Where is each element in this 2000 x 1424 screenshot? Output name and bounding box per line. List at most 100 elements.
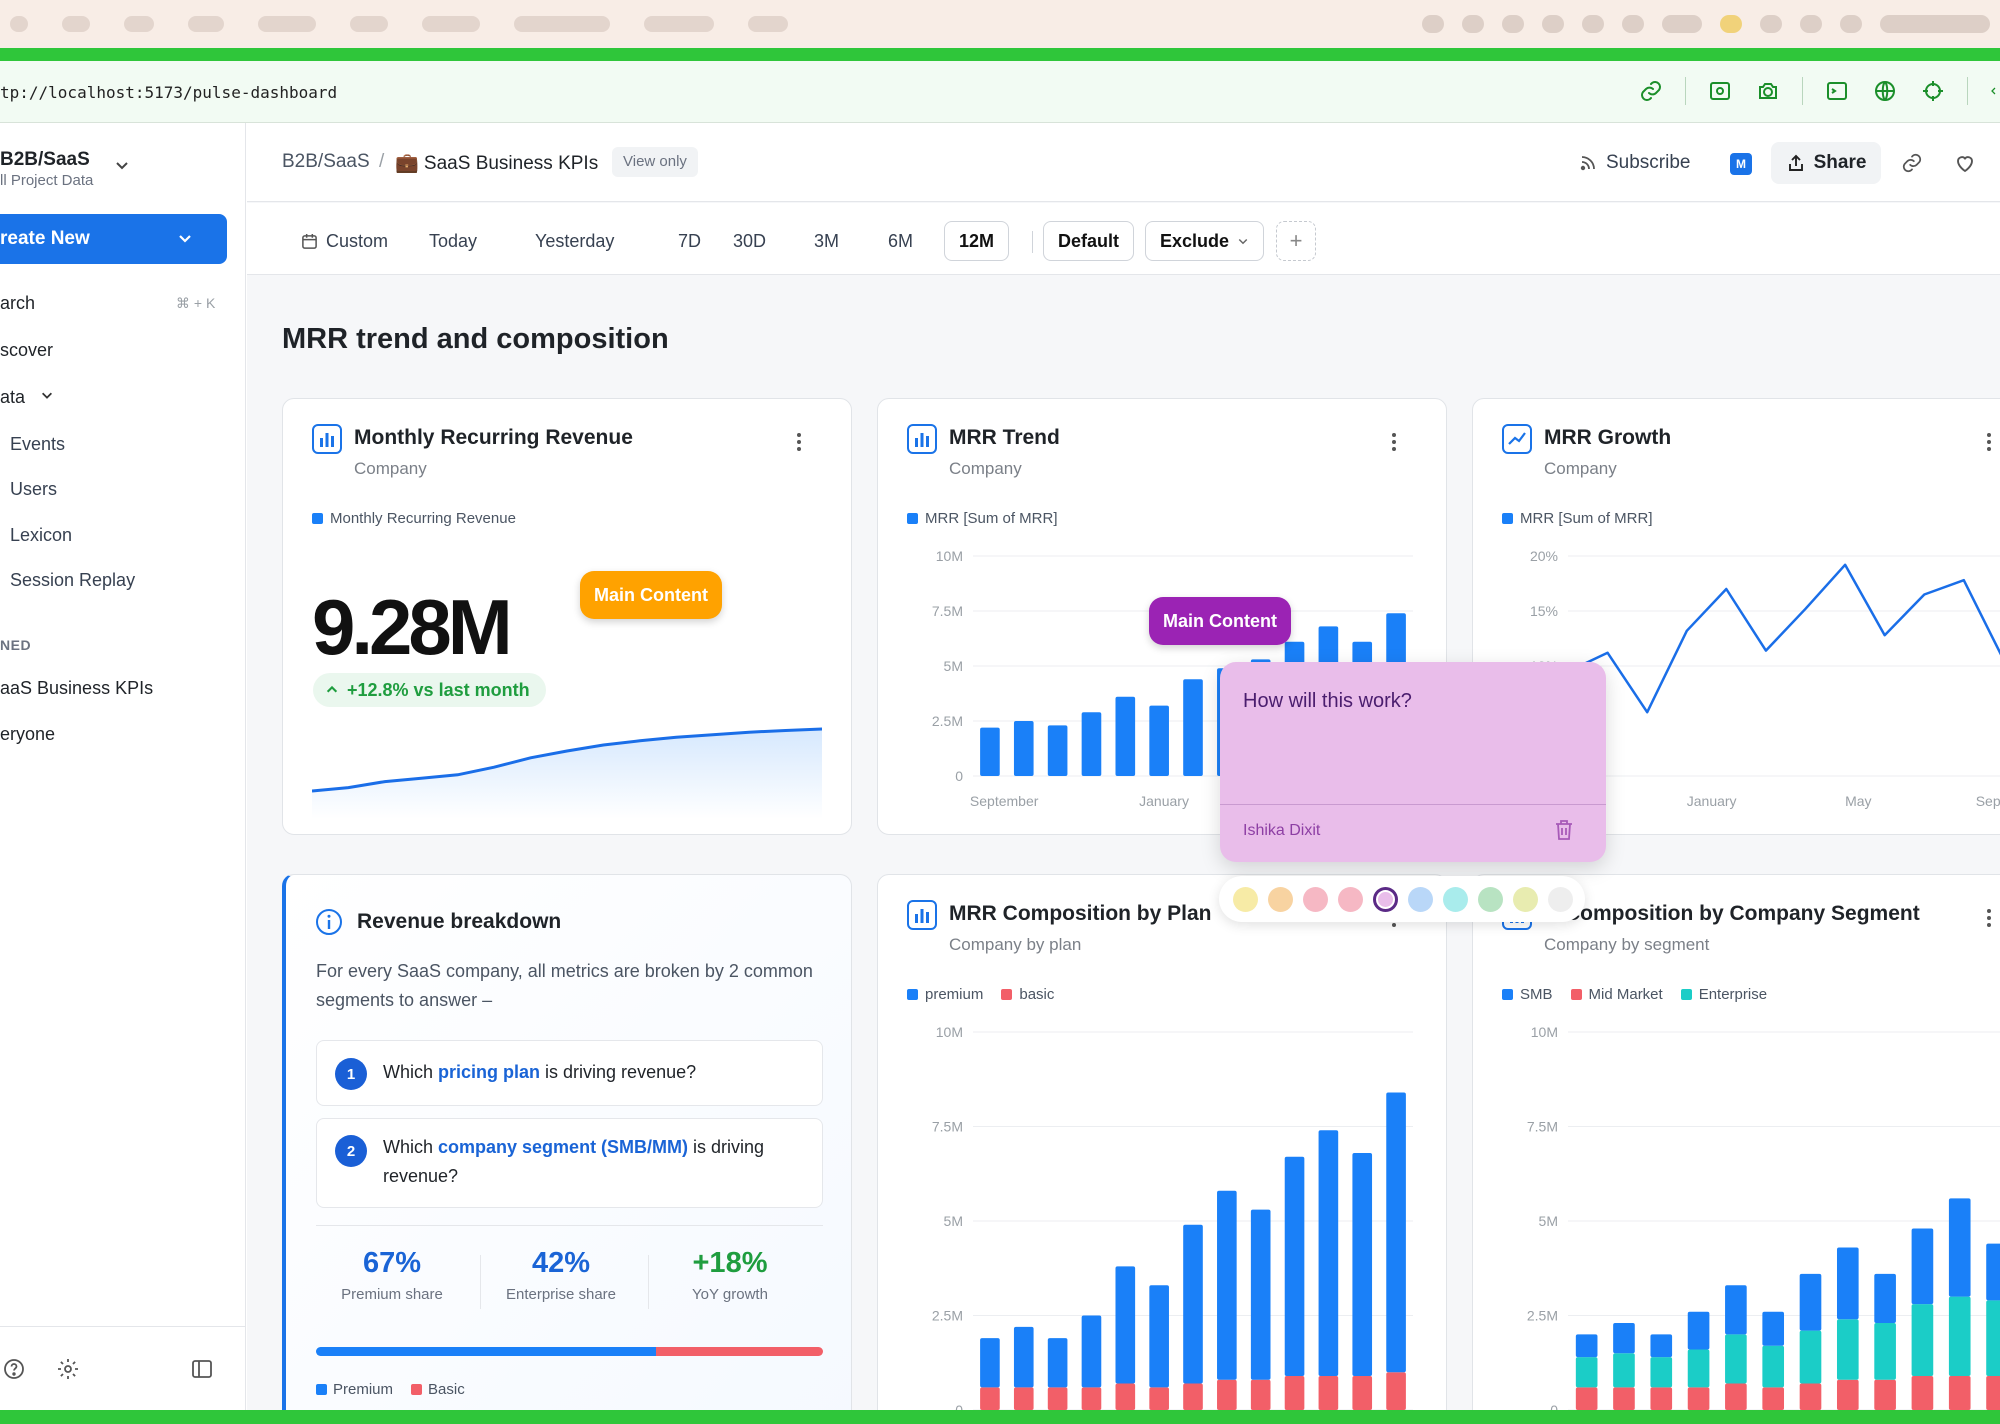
chevron-down-icon[interactable]	[114, 157, 130, 178]
sidebar-item-events[interactable]: Events	[10, 434, 66, 454]
color-swatch[interactable]	[1478, 886, 1503, 912]
filter-3m[interactable]: 3M	[814, 230, 840, 251]
sidebar-item-users[interactable]: Users	[10, 479, 58, 499]
m-badge[interactable]: M	[1730, 153, 1752, 175]
y-tick-label: 15%	[1530, 603, 1558, 619]
y-tick-label: 0	[955, 1402, 963, 1410]
bar	[1081, 1387, 1102, 1410]
y-tick-label: 5M	[944, 1213, 963, 1229]
crosshair-icon[interactable]	[1919, 77, 1947, 105]
sidebar-toggle-icon[interactable]	[190, 1357, 214, 1381]
share-label: Share	[1813, 152, 1867, 173]
filter-yesterday[interactable]: Yesterday	[535, 230, 615, 251]
subscribe-button[interactable]: Subscribe	[1578, 142, 1691, 184]
bar	[1149, 705, 1169, 776]
share-icon	[1788, 154, 1803, 171]
y-tick-label: 2.5M	[932, 1308, 963, 1324]
legend-premium: Premium	[333, 1381, 394, 1398]
filter-30d[interactable]: 30D	[733, 230, 767, 251]
create-new-button[interactable]: reate New	[0, 214, 227, 264]
create-new-label: reate New	[0, 228, 90, 249]
sidebar-item-data[interactable]: ata	[0, 387, 54, 408]
bar	[1575, 1334, 1598, 1358]
question-1-text: Which pricing plan is driving revenue?	[383, 1062, 697, 1082]
bar	[1986, 1375, 2000, 1410]
sidebar-item-search[interactable]: arch	[0, 293, 36, 313]
help-icon[interactable]	[2, 1357, 26, 1381]
toolbar-icons	[1637, 77, 2000, 105]
filter-custom-label: Custom	[326, 230, 389, 251]
back-icon[interactable]	[1988, 77, 2000, 105]
filter-7d[interactable]: 7D	[678, 230, 702, 251]
bar	[1217, 1379, 1237, 1410]
globe-icon[interactable]	[1871, 77, 1899, 105]
filter-today[interactable]: Today	[429, 230, 478, 251]
trash-icon[interactable]	[1553, 818, 1575, 842]
legend-smb: SMB	[1520, 986, 1553, 1003]
growth-line	[1567, 563, 2000, 714]
chevron-down-icon	[1238, 238, 1248, 245]
info-title: Revenue breakdown	[357, 910, 562, 933]
card-legend: MRR [Sum of MRR]	[907, 510, 1058, 527]
breadcrumb-page[interactable]: 💼 SaaS Business KPIs	[395, 153, 599, 174]
y-tick-label: 2.5M	[1527, 1308, 1558, 1324]
os-menubar	[0, 0, 2000, 48]
sparkline	[312, 727, 822, 819]
sidebar-item-saas-kpis[interactable]: aaS Business KPIs	[0, 678, 154, 698]
filter-exclude[interactable]: Exclude	[1145, 221, 1265, 261]
sidebar-item-session-replay[interactable]: Session Replay	[10, 570, 136, 590]
bar	[1013, 721, 1034, 776]
sidebar-item-lexicon[interactable]: Lexicon	[10, 525, 73, 545]
bar	[1650, 1357, 1673, 1388]
sidebar-item-everyone[interactable]: eryone	[0, 724, 56, 744]
bar	[1687, 1349, 1710, 1388]
terminal-icon[interactable]	[1823, 77, 1851, 105]
filter-custom[interactable]: Custom	[287, 221, 402, 261]
color-swatch[interactable]	[1513, 886, 1538, 912]
color-swatch[interactable]	[1548, 886, 1573, 912]
share-button[interactable]: Share	[1771, 142, 1881, 184]
bar	[1874, 1273, 1896, 1324]
address-bar[interactable]: tp://localhost:5173/pulse-dashboard	[0, 61, 2000, 123]
filter-12m[interactable]: 12M	[944, 221, 1010, 261]
card-legend: MRR [Sum of MRR]	[1502, 510, 1653, 527]
color-swatch[interactable]	[1303, 886, 1328, 912]
url-text[interactable]: tp://localhost:5173/pulse-dashboard	[0, 83, 338, 102]
annotation-tag-main-content[interactable]: Main Content	[580, 571, 722, 619]
bar	[1911, 1304, 1934, 1376]
bar	[1799, 1383, 1822, 1410]
comment-text[interactable]: How will this work?	[1243, 690, 1412, 712]
annotation-tag-main-content[interactable]: Main Content	[1149, 597, 1291, 645]
copy-link-icon[interactable]	[1897, 142, 1927, 184]
filter-default[interactable]: Default	[1043, 221, 1135, 261]
more-vertical-icon[interactable]	[795, 431, 803, 453]
link-icon[interactable]	[1637, 77, 1665, 105]
project-title[interactable]: B2B/SaaS	[0, 149, 90, 170]
color-swatch[interactable]	[1233, 886, 1258, 912]
color-swatch[interactable]	[1373, 886, 1398, 912]
more-vertical-icon[interactable]	[1985, 907, 1993, 929]
breadcrumb-root[interactable]: B2B/SaaS	[282, 151, 370, 172]
bar	[1986, 1243, 2000, 1301]
filter-6m[interactable]: 6M	[888, 230, 914, 251]
sidebar-item-discover[interactable]: scover	[0, 340, 54, 360]
more-vertical-icon[interactable]	[1985, 431, 1993, 453]
question-1: 1 Which pricing plan is driving revenue?	[316, 1040, 823, 1106]
color-swatch[interactable]	[1443, 886, 1468, 912]
bar	[1013, 1387, 1034, 1410]
comment-note[interactable]: How will this work? Ishika Dixit	[1220, 662, 1606, 862]
bar	[1115, 1383, 1136, 1410]
stat-yoy-growth: +18% YoY growth	[650, 1247, 810, 1303]
add-filter-button[interactable]: +	[1276, 221, 1316, 261]
pinned-section-label: NED	[0, 637, 32, 653]
color-swatch[interactable]	[1338, 886, 1363, 912]
recording-border-bottom	[0, 1410, 2000, 1424]
color-swatch[interactable]	[1268, 886, 1293, 912]
stat-value: +18%	[692, 1247, 768, 1279]
camera-icon[interactable]	[1754, 77, 1782, 105]
screenshot-icon[interactable]	[1706, 77, 1734, 105]
gear-icon[interactable]	[56, 1357, 80, 1381]
more-vertical-icon[interactable]	[1390, 431, 1398, 453]
color-swatch[interactable]	[1408, 886, 1433, 912]
heart-icon[interactable]	[1950, 142, 1980, 184]
